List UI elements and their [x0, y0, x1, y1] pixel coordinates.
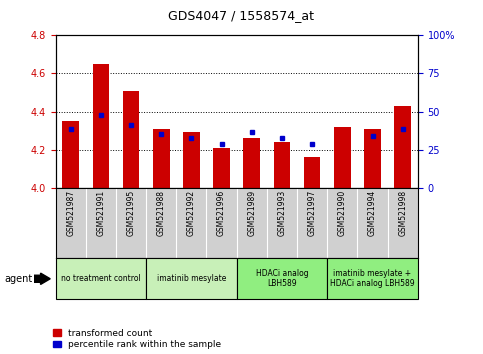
- Bar: [62, 121, 79, 188]
- Text: HDACi analog
LBH589: HDACi analog LBH589: [256, 269, 308, 289]
- Text: GSM521988: GSM521988: [156, 190, 166, 236]
- Bar: [274, 142, 290, 188]
- Text: GSM521992: GSM521992: [187, 190, 196, 236]
- Bar: [153, 129, 170, 188]
- Bar: [183, 132, 199, 188]
- Text: imatinib mesylate: imatinib mesylate: [156, 274, 226, 283]
- FancyArrow shape: [34, 273, 50, 285]
- Text: GSM521995: GSM521995: [127, 190, 136, 236]
- Text: GSM521989: GSM521989: [247, 190, 256, 236]
- Bar: [304, 157, 320, 188]
- Bar: [237, 258, 327, 299]
- Bar: [123, 91, 139, 188]
- Text: GSM521990: GSM521990: [338, 190, 347, 236]
- Bar: [93, 64, 109, 188]
- Bar: [56, 258, 146, 299]
- Text: GSM521993: GSM521993: [277, 190, 286, 236]
- Bar: [213, 148, 230, 188]
- Text: GSM521991: GSM521991: [96, 190, 105, 236]
- Bar: [243, 138, 260, 188]
- Bar: [327, 258, 418, 299]
- Text: GSM521997: GSM521997: [308, 190, 317, 236]
- Text: agent: agent: [5, 274, 33, 284]
- Legend: transformed count, percentile rank within the sample: transformed count, percentile rank withi…: [53, 329, 221, 349]
- Text: GDS4047 / 1558574_at: GDS4047 / 1558574_at: [169, 9, 314, 22]
- Text: GSM521998: GSM521998: [398, 190, 407, 236]
- Bar: [334, 127, 351, 188]
- Text: no treatment control: no treatment control: [61, 274, 141, 283]
- Bar: [146, 258, 237, 299]
- Text: GSM521987: GSM521987: [66, 190, 75, 236]
- Text: GSM521994: GSM521994: [368, 190, 377, 236]
- Bar: [395, 106, 411, 188]
- Text: imatinib mesylate +
HDACi analog LBH589: imatinib mesylate + HDACi analog LBH589: [330, 269, 415, 289]
- Text: GSM521996: GSM521996: [217, 190, 226, 236]
- Bar: [364, 129, 381, 188]
